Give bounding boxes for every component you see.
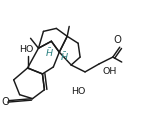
Text: O: O [2,97,10,107]
Text: $\bar{H}$: $\bar{H}$ [45,46,54,59]
Text: O: O [114,35,122,45]
Text: OH: OH [103,67,117,76]
Text: $\bar{H}$: $\bar{H}$ [60,50,69,63]
Text: HO: HO [71,87,85,96]
Text: HO: HO [19,45,34,54]
